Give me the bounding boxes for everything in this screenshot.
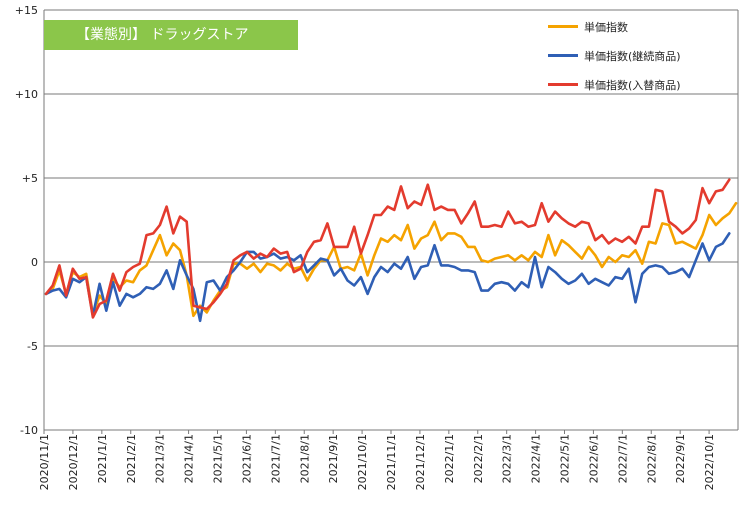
x-tick-label: 2020/12/1 xyxy=(67,434,80,490)
series-line-replaced-products xyxy=(44,178,731,319)
x-tick-label: 2022/1/1 xyxy=(443,434,456,483)
legend-swatch-blue xyxy=(548,54,578,57)
x-tick-label: 2022/3/1 xyxy=(501,434,514,483)
x-tick-label: 2021/9/1 xyxy=(327,434,340,483)
legend-item-replaced-products: 単価指数(入替商品) xyxy=(548,70,681,99)
x-tick-label: 2021/1/1 xyxy=(96,434,109,483)
x-tick-label: 2021/11/1 xyxy=(385,434,398,490)
legend-swatch-red xyxy=(548,83,578,86)
y-tick-label: -5 xyxy=(27,340,38,353)
legend-label: 単価指数 xyxy=(584,20,628,34)
x-tick-label: 2020/11/1 xyxy=(38,434,51,490)
y-tick-label: +15 xyxy=(15,4,38,17)
series-line-continuing-products xyxy=(44,232,731,323)
x-tick-label: 2021/8/1 xyxy=(298,434,311,483)
x-tick-label: 2022/6/1 xyxy=(587,434,600,483)
x-tick-label: 2022/2/1 xyxy=(472,434,485,483)
y-tick-label: -10 xyxy=(20,424,38,437)
legend-item-price-index: 単価指数 xyxy=(548,12,681,41)
y-tick-label: +5 xyxy=(22,172,38,185)
x-tick-label: 2022/7/1 xyxy=(616,434,629,483)
x-tick-label: 2021/5/1 xyxy=(212,434,225,483)
y-tick-label: +10 xyxy=(15,88,38,101)
x-tick-label: 2021/10/1 xyxy=(356,434,369,490)
x-tick-label: 2021/3/1 xyxy=(154,434,167,483)
legend-swatch-orange xyxy=(548,25,578,28)
x-tick-label: 2022/10/1 xyxy=(703,434,716,490)
x-tick-label: 2022/9/1 xyxy=(674,434,687,483)
x-tick-label: 2021/7/1 xyxy=(269,434,282,483)
y-tick-labels: +15 +10 +5 0 -5 -10 xyxy=(15,4,38,437)
x-tick-label: 2021/6/1 xyxy=(240,434,253,483)
y-tick-label: 0 xyxy=(31,256,38,269)
legend-label: 単価指数(継続商品) xyxy=(584,49,681,63)
x-tick-label: 2021/12/1 xyxy=(414,434,427,490)
series-lines xyxy=(44,178,738,323)
banner-label: 【業態別】 ドラッグストア xyxy=(76,27,249,43)
x-tick-label: 2021/4/1 xyxy=(183,434,196,483)
category-banner: 【業態別】 ドラッグストア xyxy=(44,20,298,50)
legend-item-continuing-products: 単価指数(継続商品) xyxy=(548,41,681,70)
legend: 単価指数 単価指数(継続商品) 単価指数(入替商品) xyxy=(548,12,681,99)
legend-label: 単価指数(入替商品) xyxy=(584,78,681,92)
x-tick-label: 2021/2/1 xyxy=(125,434,138,483)
x-tick-label: 2022/5/1 xyxy=(559,434,572,483)
series-line-price-index xyxy=(44,201,738,318)
x-tick-labels: 2020/11/1 2020/12/1 2021/1/1 2021/2/1 2021/3… xyxy=(38,434,716,490)
x-tick-label: 2022/4/1 xyxy=(530,434,543,483)
axes xyxy=(43,10,739,434)
x-tick-label: 2022/8/1 xyxy=(645,434,658,483)
